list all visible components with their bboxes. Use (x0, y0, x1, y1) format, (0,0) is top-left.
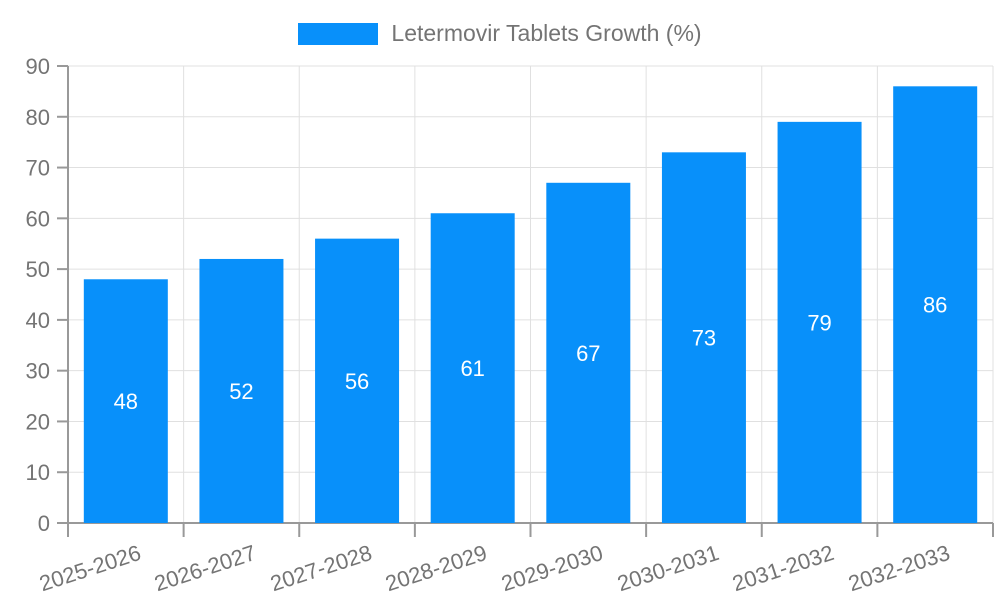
legend-swatch-icon (298, 22, 379, 45)
y-axis-tick-label: 30 (26, 359, 50, 384)
y-axis-tick-label: 90 (26, 54, 50, 79)
bar-2028-2029[interactable] (430, 213, 515, 523)
y-axis-tick-label: 70 (26, 156, 50, 181)
bar-value-label: 79 (807, 310, 831, 335)
legend-item[interactable]: Letermovir Tablets Growth (%) (0, 20, 1000, 47)
bar-value-label: 67 (576, 341, 600, 366)
bar-value-label: 52 (229, 379, 253, 404)
y-axis-tick-label: 50 (26, 257, 50, 282)
y-axis-tick-label: 60 (26, 206, 50, 231)
bar-value-label: 48 (114, 389, 138, 414)
y-axis-tick-label: 0 (38, 511, 50, 536)
bar-value-label: 86 (923, 293, 947, 318)
y-axis-tick-label: 20 (26, 409, 50, 434)
bar-value-label: 73 (692, 326, 716, 351)
bar-2032-2033[interactable] (893, 86, 978, 524)
y-axis-tick-label: 40 (26, 308, 50, 333)
bar-2025-2026[interactable] (83, 279, 168, 523)
bar-2027-2028[interactable] (315, 238, 400, 523)
bar-value-label: 61 (460, 356, 484, 381)
y-axis-tick-label: 10 (26, 460, 50, 485)
y-axis-tick-label: 80 (26, 105, 50, 130)
bar-2030-2031[interactable] (661, 152, 746, 524)
bar-2031-2032[interactable] (777, 121, 862, 523)
bar-value-label: 56 (345, 369, 369, 394)
bar-2029-2030[interactable] (546, 182, 631, 524)
bar-2026-2027[interactable] (199, 258, 284, 523)
legend-label: Letermovir Tablets Growth (%) (391, 20, 702, 46)
